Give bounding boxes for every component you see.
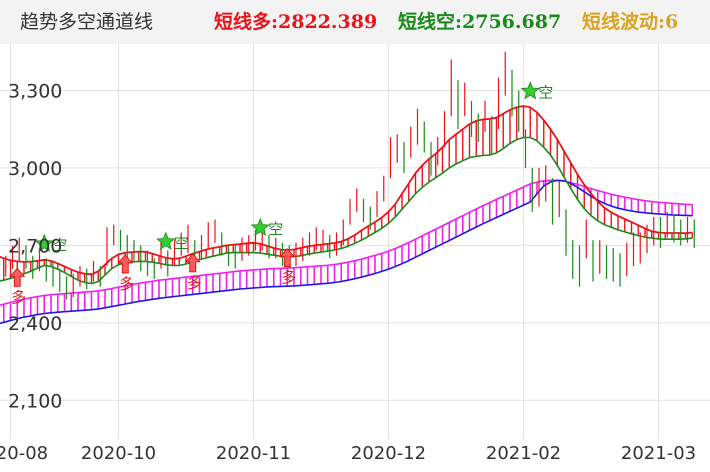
indicator-title: 趋势多空通道线 bbox=[20, 11, 154, 33]
short-channel-red-line bbox=[0, 105, 693, 276]
buy-signal-label-7: 多 bbox=[187, 274, 202, 292]
y-tick-label-3: 2,400 bbox=[8, 313, 62, 335]
short-long-value: 短线多:2822.389 bbox=[214, 11, 378, 33]
grid-lines bbox=[0, 44, 710, 439]
x-tick-label-3: 2020-12 bbox=[351, 443, 426, 464]
short-channel-green-line bbox=[0, 136, 693, 285]
x-tick-label-1: 2020-10 bbox=[81, 443, 156, 464]
x-axis: 2020-08 2020-10 2020-11 2020-12 2021-02 2021-… bbox=[0, 443, 696, 464]
sell-signal-label-0: 空 bbox=[52, 236, 67, 254]
short-volatility-value: 短线波动:6 bbox=[582, 11, 679, 33]
short-short-value: 短线空:2756.687 bbox=[398, 11, 562, 33]
buy-signal-arrow-5 bbox=[9, 267, 26, 287]
y-tick-label-1: 3,000 bbox=[8, 158, 62, 180]
y-tick-label-2: 2,700 bbox=[8, 235, 62, 257]
sell-signal-star-1 bbox=[156, 231, 176, 250]
sell-signal-label-3: 空 bbox=[538, 83, 553, 101]
channel-lines bbox=[0, 105, 693, 325]
buy-signal-label-6: 多 bbox=[119, 275, 134, 293]
buy-signal-arrow-7 bbox=[184, 253, 201, 273]
sell-signal-star-3 bbox=[520, 81, 540, 100]
x-tick-label-0: 2020-08 bbox=[0, 443, 48, 464]
y-tick-label-0: 3,300 bbox=[8, 80, 62, 102]
sell-signal-star-2 bbox=[250, 217, 270, 236]
channel-bands bbox=[2, 105, 694, 323]
x-tick-label-2: 2020-11 bbox=[216, 443, 291, 464]
buy-signal-label-5: 多 bbox=[11, 288, 26, 306]
long-channel-upper-line bbox=[0, 179, 693, 307]
y-axis: 3,300 3,000 2,700 2,400 2,100 bbox=[8, 80, 62, 412]
signal-markers: 空空空空多多多多 bbox=[9, 81, 553, 306]
sell-signal-star-0 bbox=[34, 233, 54, 252]
x-tick-label-5: 2021-03 bbox=[621, 443, 696, 464]
y-tick-label-4: 2,100 bbox=[8, 390, 62, 412]
sell-signal-label-2: 空 bbox=[268, 220, 283, 238]
buy-signal-arrow-8 bbox=[279, 248, 296, 268]
buy-signal-arrow-6 bbox=[117, 254, 134, 274]
x-tick-label-4: 2021-02 bbox=[486, 443, 561, 464]
indicator-header: 趋势多空通道线 短线多:2822.389 短线空:2756.687 短线波动:6 bbox=[0, 0, 710, 44]
long-channel-lower-line bbox=[0, 179, 693, 325]
sell-signal-label-1: 空 bbox=[174, 234, 189, 252]
buy-signal-label-8: 多 bbox=[281, 269, 296, 287]
